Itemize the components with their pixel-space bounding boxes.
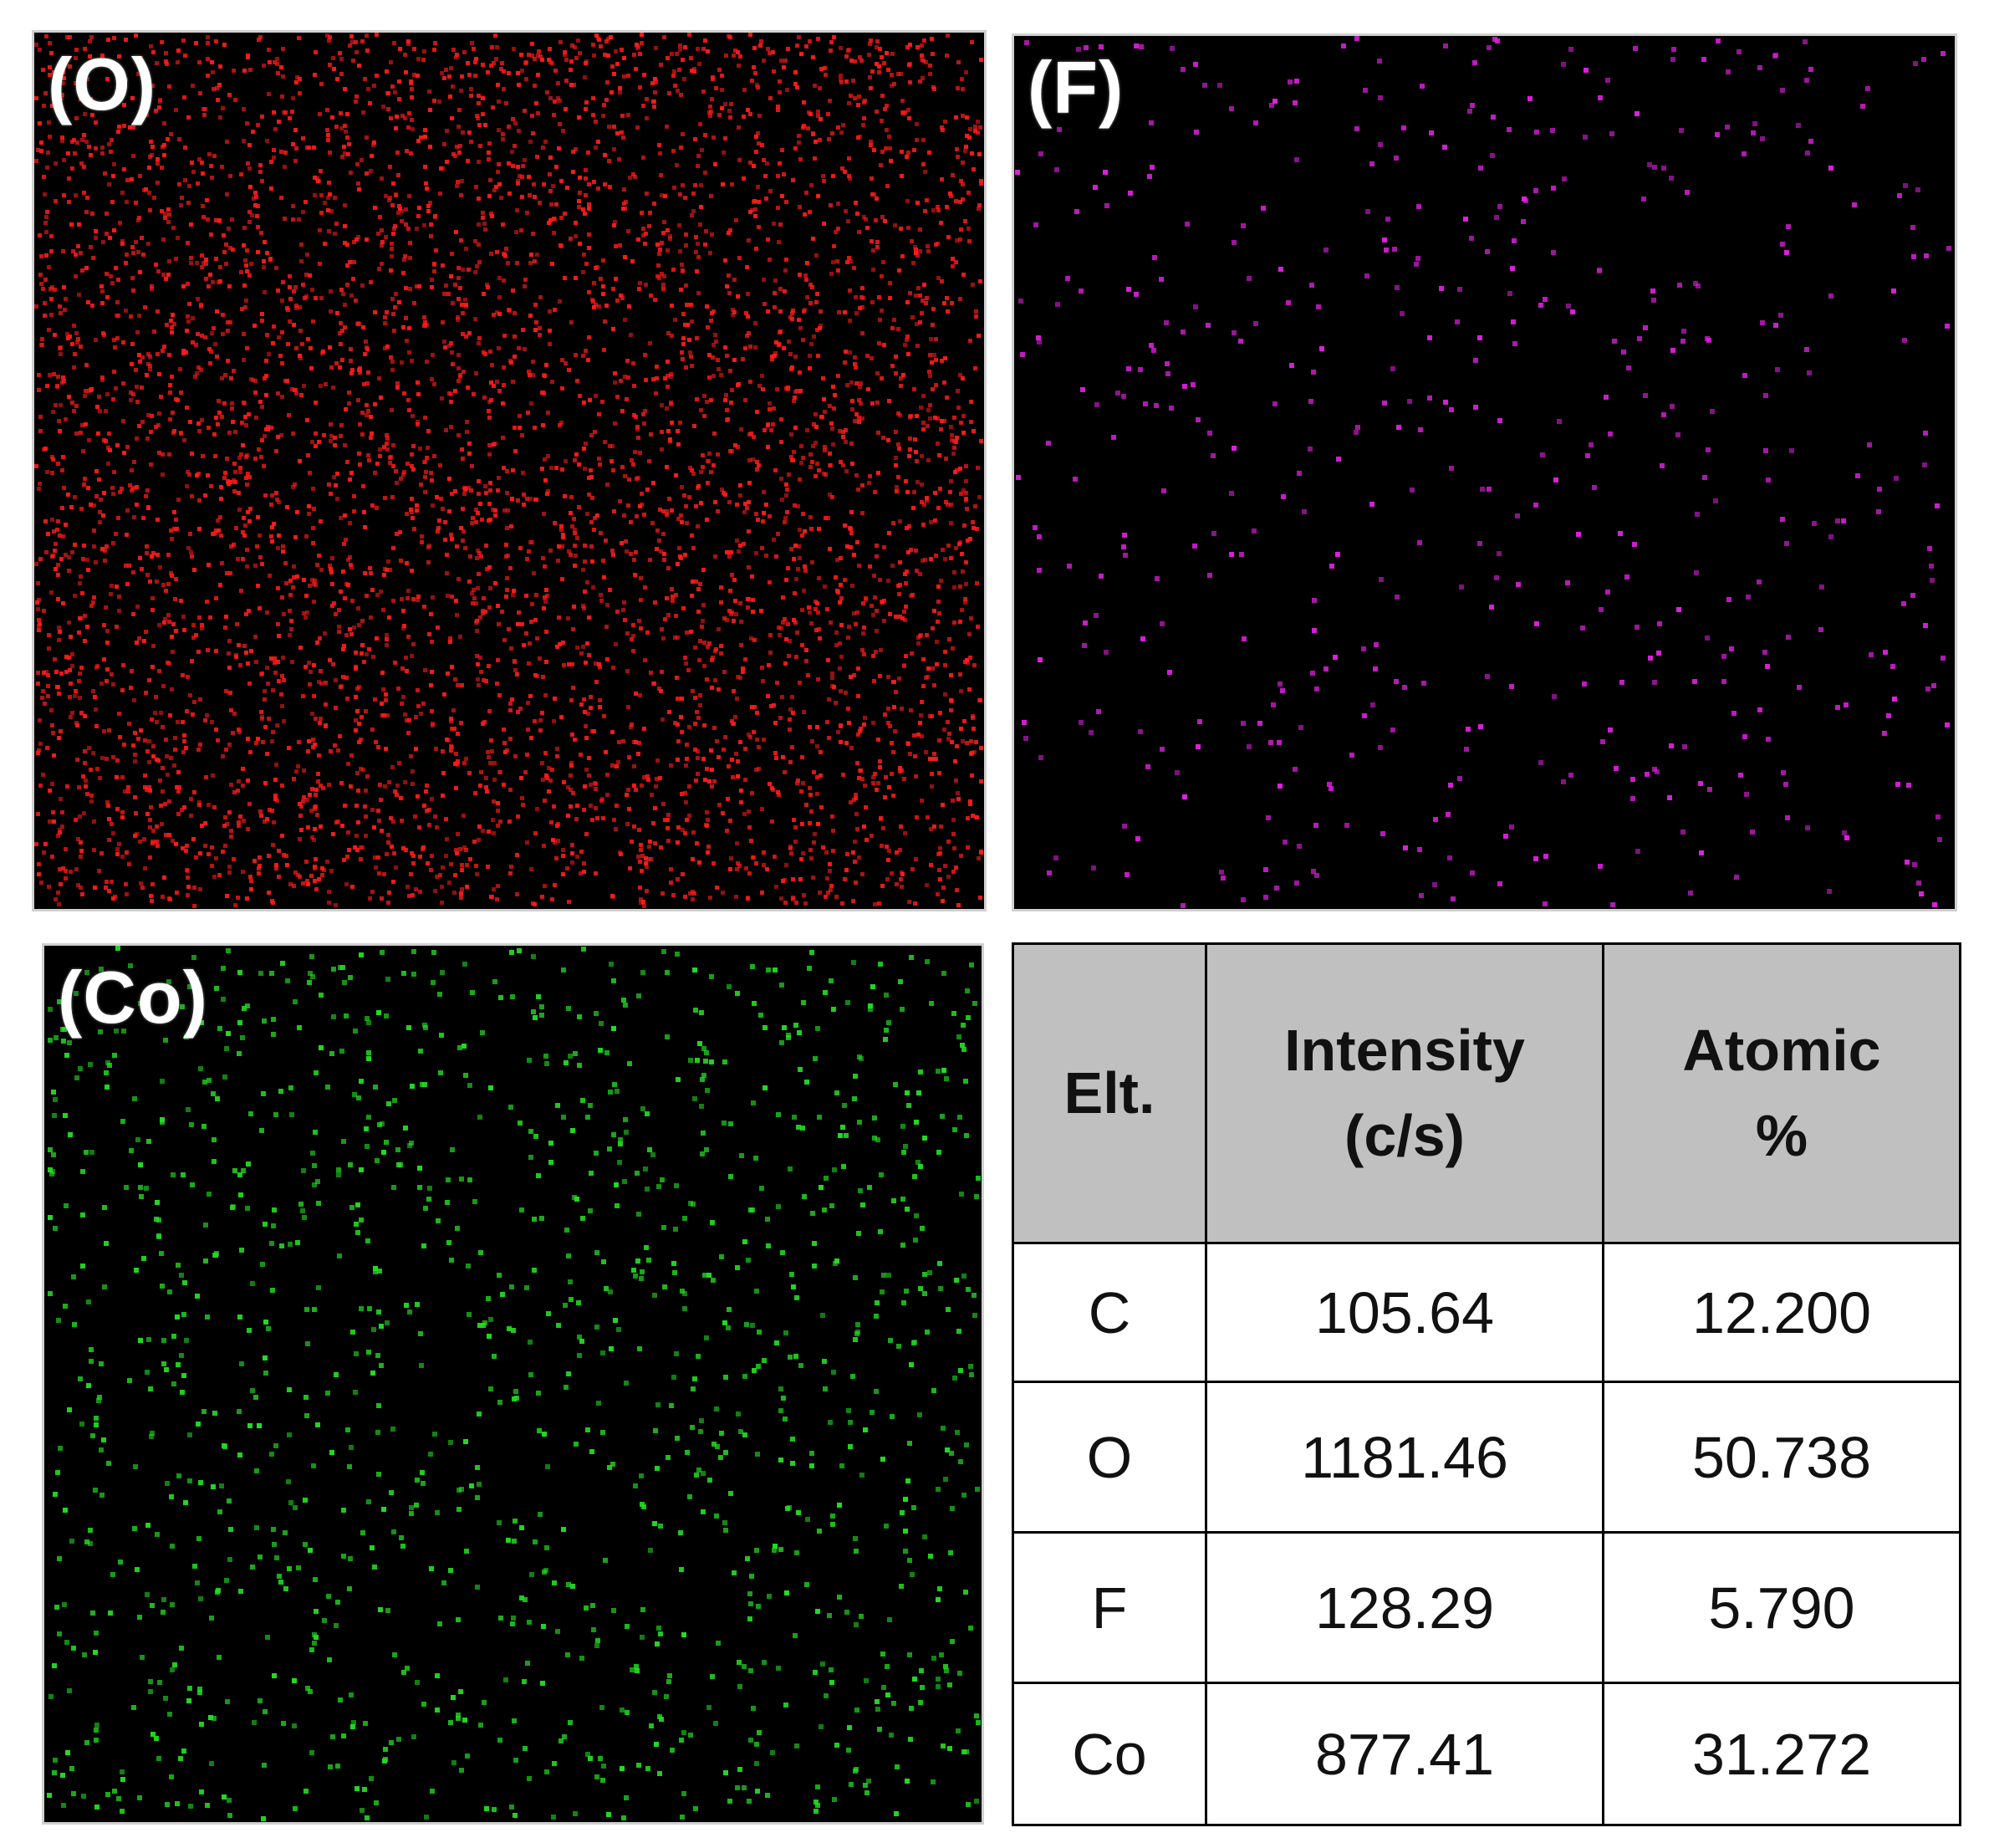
fluorine-map-panel: (F) — [1012, 33, 1957, 911]
cell-intensity: 1181.46 — [1205, 1381, 1604, 1534]
fluorine-map-label: (F) — [1028, 46, 1125, 129]
cell-atomic: 5.790 — [1602, 1531, 1961, 1684]
cell-element: Co — [1012, 1682, 1207, 1826]
header-intensity-line-2: (c/s) — [1344, 1102, 1465, 1168]
table-row: Co 877.41 31.272 — [1012, 1682, 1961, 1826]
cell-intensity: 877.41 — [1205, 1682, 1604, 1826]
cell-element: F — [1012, 1531, 1207, 1684]
header-atomic-line-1: Atomic — [1682, 1018, 1881, 1083]
table-row: F 128.29 5.790 — [1012, 1531, 1961, 1684]
cobalt-map-label: (Co) — [58, 956, 208, 1039]
cell-intensity: 105.64 — [1205, 1242, 1604, 1383]
header-element: Elt. — [1012, 942, 1207, 1244]
cobalt-map-panel: (Co) — [42, 943, 984, 1825]
oxygen-map-panel: (O) — [32, 30, 987, 911]
oxygen-dot-map — [34, 33, 983, 908]
cell-element: C — [1012, 1242, 1207, 1383]
table-row: O 1181.46 50.738 — [1012, 1381, 1961, 1534]
header-atomic-percent: Atomic % — [1602, 942, 1961, 1244]
table-header-row: Elt. Intensity (c/s) Atomic % — [1012, 942, 1961, 1244]
eds-composition-table: Elt. Intensity (c/s) Atomic % C 105.64 1… — [1012, 942, 1961, 1826]
cell-atomic: 50.738 — [1602, 1381, 1961, 1534]
cell-intensity: 128.29 — [1205, 1531, 1604, 1684]
cell-atomic: 12.200 — [1602, 1242, 1961, 1383]
header-intensity: Intensity (c/s) — [1205, 942, 1604, 1244]
cell-atomic: 31.272 — [1602, 1682, 1961, 1826]
cobalt-dot-map — [47, 946, 981, 1821]
header-atomic-line-2: % — [1755, 1102, 1808, 1168]
oxygen-map-label: (O) — [48, 43, 157, 125]
fluorine-dot-map — [1015, 36, 1951, 908]
table-row: C 105.64 12.200 — [1012, 1242, 1961, 1383]
cell-element: O — [1012, 1381, 1207, 1534]
header-intensity-line-1: Intensity — [1284, 1018, 1525, 1083]
header-element-text: Elt. — [1063, 1059, 1155, 1126]
